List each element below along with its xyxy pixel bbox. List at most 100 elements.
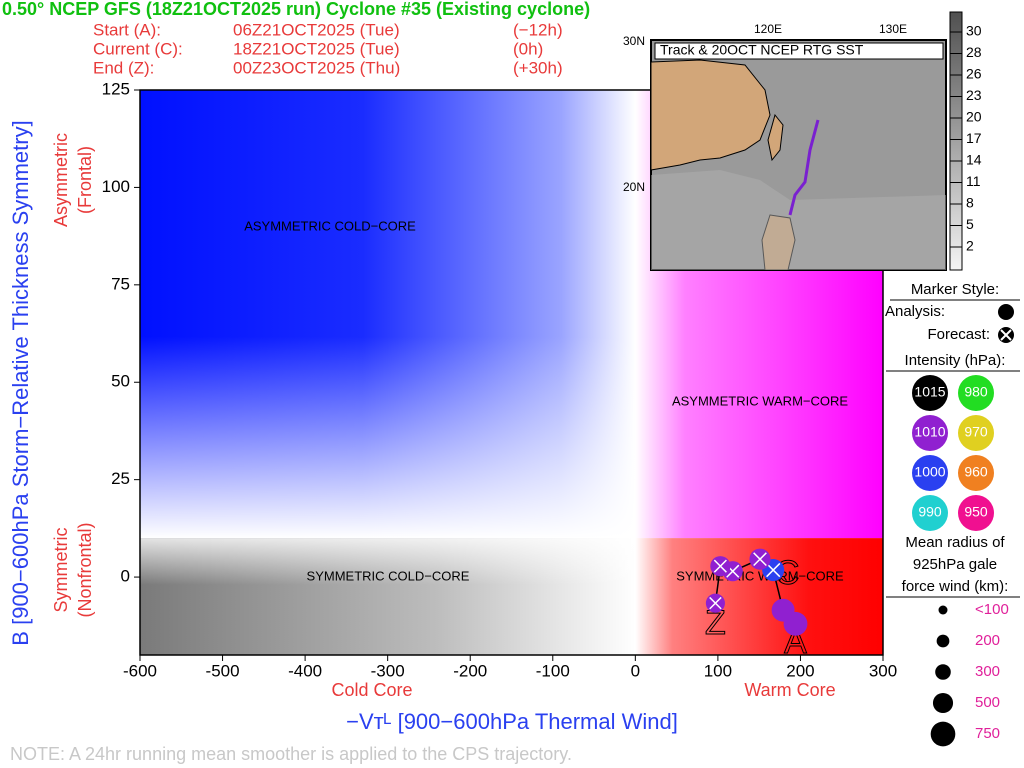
map-lon-label: 120E (754, 22, 782, 36)
region-label: SYMMETRIC COLD−CORE (307, 568, 470, 583)
x-tick-label: -400 (288, 661, 322, 680)
map-title-box (654, 42, 944, 60)
track-letter: Z (705, 604, 726, 642)
y-sublabel: (Nonfrontal) (75, 522, 95, 617)
colorbar-label: 20 (966, 109, 982, 125)
map-lon-label: 130E (879, 22, 907, 36)
plot-area: ASYMMETRIC COLD−CORE ASYMMETRIC WARM−CORE… (102, 79, 898, 680)
legend-intensity-swatch (912, 415, 948, 451)
x-sublabel: Warm Core (744, 680, 835, 700)
legend-intensity-swatch (912, 375, 948, 411)
run-time-text: (+30h) (513, 58, 563, 77)
colorbar-label: 5 (966, 216, 974, 232)
forecast-cross (709, 596, 722, 610)
legend-text: force wind (km): (902, 578, 1009, 595)
legend-intensity-swatch (958, 495, 994, 531)
region-asym-cold-fade (140, 90, 636, 539)
colorbar-label: 23 (966, 87, 982, 103)
note: NOTE: A 24hr running mean smoother is ap… (10, 744, 572, 764)
x-tick-label: -100 (536, 661, 570, 680)
x-tick-label: -200 (453, 661, 487, 680)
y-axis-label: B [900−600hPa Storm−Relative Thickness S… (8, 120, 33, 645)
colorbar-label: 2 (966, 238, 974, 254)
colorbar-label: 14 (966, 152, 982, 168)
run-time-text: (−12h) (513, 20, 563, 39)
forecast-cross (713, 559, 727, 573)
legend-text: 960 (964, 464, 988, 480)
legend-text: 500 (975, 694, 1000, 711)
run-time-text: Start (A): (93, 20, 161, 39)
legend-radius-swatch (936, 634, 950, 648)
x-tick-label: 100 (704, 661, 732, 680)
y-tick-label: 100 (102, 177, 130, 196)
y-tick-label: 125 (102, 79, 130, 98)
region-label: ASYMMETRIC COLD−CORE (244, 218, 416, 233)
y-tick-label: 0 (121, 567, 130, 586)
map-title: Track & 20OCT NCEP RTG SST (660, 42, 864, 58)
x-tick-label: 0 (631, 661, 640, 680)
region-label: ASYMMETRIC WARM−CORE (672, 393, 848, 408)
legend-intensity-swatch (912, 495, 948, 531)
region-sym-cold-fade (140, 538, 636, 655)
legend-radius-swatch (930, 721, 956, 747)
run-time-text: 18Z21OCT2025 (Tue) (233, 39, 400, 58)
legend-intensity-swatch (958, 375, 994, 411)
colorbar-label: 26 (966, 66, 982, 82)
legend-intensity-swatch (958, 415, 994, 451)
x-sublabel: Cold Core (331, 680, 412, 700)
legend-radius-swatch (938, 605, 948, 615)
run-time-text: End (Z): (93, 58, 154, 77)
legend-text: 200 (975, 632, 1000, 649)
colorbar-label: 8 (966, 195, 974, 211)
x-tick-label: 300 (869, 661, 897, 680)
forecast-cross (766, 562, 781, 578)
colorbar-label: 28 (966, 44, 982, 60)
legend-text: <100 (975, 601, 1009, 618)
legend-text: 300 (975, 663, 1000, 680)
legend-text: Analysis: (885, 303, 945, 320)
x-tick-label: -300 (371, 661, 405, 680)
legend-analysis-marker (998, 304, 1014, 320)
colorbar-label: 11 (966, 173, 981, 189)
legend-text: 925hPa gale (913, 556, 997, 573)
run-time-text: (0h) (513, 39, 543, 58)
legend-text: 970 (964, 424, 988, 440)
legend-text: 950 (964, 504, 988, 520)
legend-text: Mean radius of (905, 534, 1005, 551)
legend: Marker Style: Analysis: Forecast: Intensity… (885, 281, 1020, 747)
y-tick-label: 50 (111, 372, 130, 391)
legend-text: 1000 (914, 464, 945, 480)
y-tick-label: 75 (111, 274, 130, 293)
legend-text: 750 (975, 725, 1000, 742)
title: 0.50° NCEP GFS (18Z21OCT2025 run) Cyclon… (2, 0, 590, 19)
legend-text: Marker Style: (911, 281, 999, 298)
x-tick-label: -600 (123, 661, 157, 680)
forecast-cross (753, 552, 767, 567)
plot-frame (139, 89, 884, 656)
x-tick-label: -500 (206, 661, 240, 680)
legend-radius-swatch (932, 692, 954, 714)
y-sublabel: (Frontal) (75, 146, 95, 214)
legend-text: 1010 (914, 424, 945, 440)
track-marker (771, 598, 795, 622)
legend-intensity-swatch (912, 455, 948, 491)
map-lat-label: 30N (623, 34, 645, 48)
run-time-text: Current (C): (93, 39, 183, 58)
legend-intensity-swatch (958, 455, 994, 491)
map-land (767, 113, 784, 162)
legend-radius-swatch (935, 664, 951, 680)
region-label: SYMMETRIC WARM−CORE (676, 568, 844, 583)
y-sublabel: Asymmetric (51, 133, 71, 227)
colorbar-label: 17 (966, 130, 982, 146)
colorbar (949, 11, 963, 271)
legend-text: 980 (964, 384, 988, 400)
legend-text: Intensity (hPa): (905, 352, 1006, 369)
legend-text: 1015 (914, 384, 945, 400)
map-sst (651, 170, 946, 270)
map-lat-label: 20N (623, 180, 645, 194)
run-time-text: 06Z21OCT2025 (Tue) (233, 20, 400, 39)
map-land (650, 59, 771, 171)
run-time-text: 00Z23OCT2025 (Thu) (233, 58, 400, 77)
map-track (788, 119, 820, 216)
